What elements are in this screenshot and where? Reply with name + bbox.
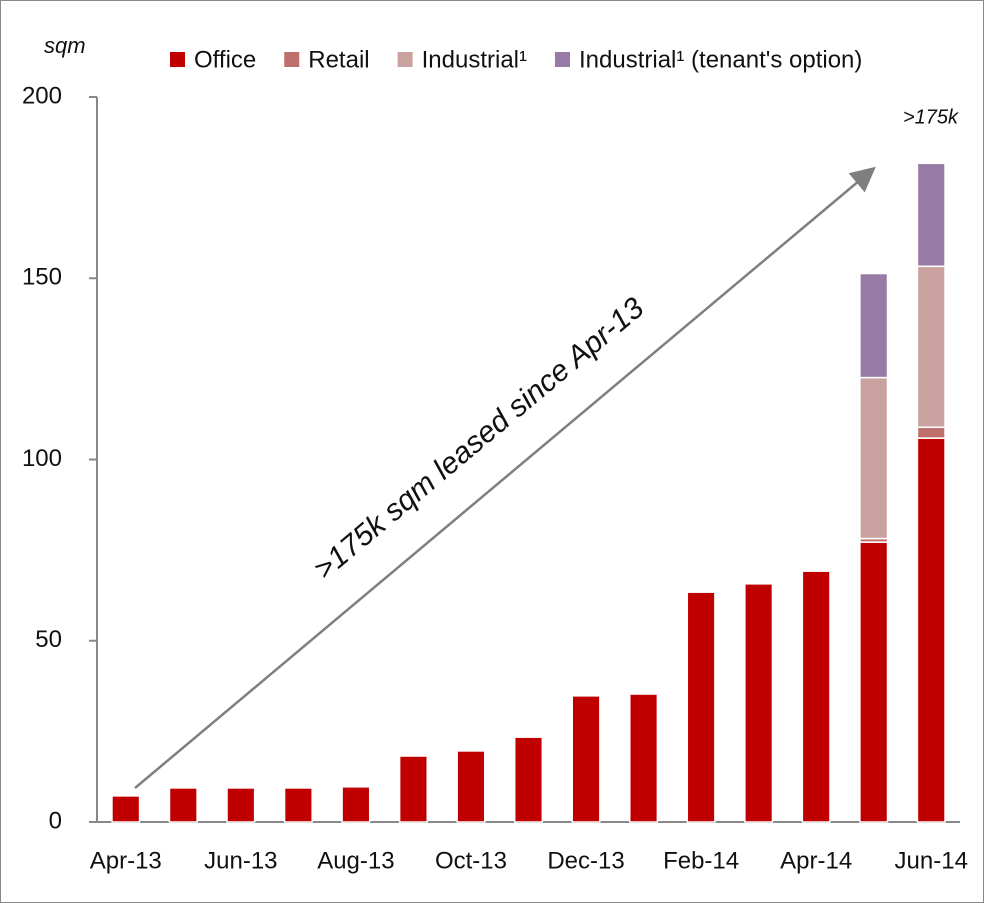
bar-segment xyxy=(744,583,774,823)
bar-segment xyxy=(916,162,946,268)
y-tick-label: 100 xyxy=(22,445,62,472)
legend-swatch xyxy=(284,52,300,67)
total-annotation: >175k xyxy=(903,106,959,128)
x-tick-label: Dec-13 xyxy=(547,847,624,874)
legend-swatch xyxy=(397,52,413,67)
x-tick-label: Jun-13 xyxy=(204,847,277,874)
bar-segment xyxy=(859,272,889,379)
bar-segment xyxy=(571,695,601,823)
x-tick-label: Oct-13 xyxy=(435,847,507,874)
bar-segment xyxy=(341,786,371,823)
legend-swatch xyxy=(554,52,570,67)
x-tick-label: Aug-13 xyxy=(317,847,394,874)
legend-label: Industrial¹ (tenant's option) xyxy=(579,46,862,73)
bar-segment xyxy=(168,787,198,823)
bar-segment xyxy=(398,755,428,823)
y-tick-label: 50 xyxy=(35,626,62,653)
y-tick-label: 0 xyxy=(49,807,62,834)
x-tick-label: Apr-13 xyxy=(90,847,162,874)
bar-segment xyxy=(859,376,889,540)
y-tick-label: 200 xyxy=(22,82,62,109)
bar-segment xyxy=(916,426,946,439)
bar-segment xyxy=(916,437,946,823)
x-tick-label: Feb-14 xyxy=(663,847,739,874)
bar-segment xyxy=(801,570,831,823)
y-tick-label: 150 xyxy=(22,264,62,291)
bar-segment xyxy=(629,693,659,823)
bar-segment xyxy=(859,541,889,823)
bar-segment xyxy=(513,736,544,823)
legend-label: Retail xyxy=(308,46,369,73)
x-tick-label: Apr-14 xyxy=(780,847,852,874)
bar-segment xyxy=(456,750,486,823)
legend-label: Office xyxy=(194,46,256,73)
y-axis-label: sqm xyxy=(44,33,86,58)
trend-annotation: >175k sqm leased since Apr-13 xyxy=(308,291,651,586)
bar-segment xyxy=(226,787,256,823)
bar-segment xyxy=(111,795,141,823)
bar-segment xyxy=(283,787,313,823)
bar-segment xyxy=(916,265,946,428)
legend-swatch xyxy=(170,52,185,67)
x-tick-label: Jun-14 xyxy=(895,847,968,874)
trend-arrow xyxy=(134,166,876,789)
bar-segment xyxy=(686,591,716,823)
legend-label: Industrial¹ xyxy=(422,46,527,73)
